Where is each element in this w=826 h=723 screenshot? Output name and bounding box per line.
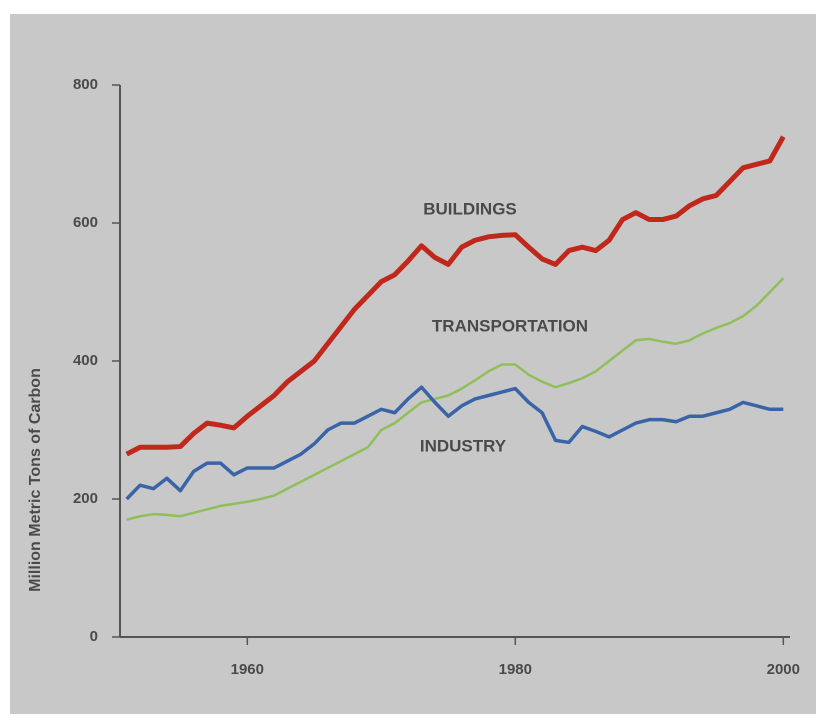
x-tick-label: 1960 — [231, 661, 264, 678]
series-line — [125, 385, 784, 501]
x-tick-label: 2000 — [767, 661, 800, 678]
y-tick-label: 0 — [90, 628, 98, 645]
y-axis-label: Million Metric Tons of Carbon — [27, 368, 44, 592]
series-line — [125, 135, 786, 457]
y-tick-label: 600 — [73, 214, 98, 231]
series-label: BUILDINGS — [423, 199, 517, 218]
y-tick-label: 400 — [73, 352, 98, 369]
y-tick-label: 200 — [73, 490, 98, 507]
series-line — [126, 277, 785, 521]
chart-background — [10, 14, 816, 714]
y-tick-label: 800 — [73, 76, 98, 93]
series-label: TRANSPORTATION — [432, 316, 588, 335]
series-label: INDUSTRY — [420, 436, 507, 455]
x-tick-label: 1980 — [499, 661, 532, 678]
